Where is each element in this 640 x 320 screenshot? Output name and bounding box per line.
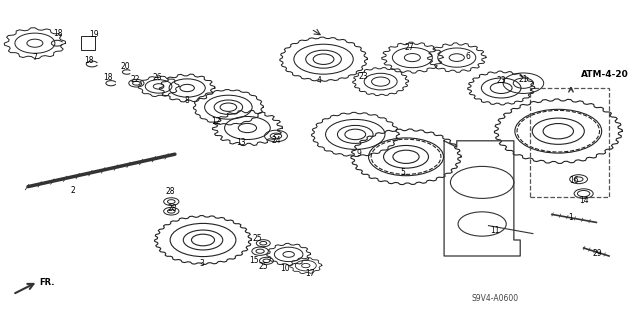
Text: 7: 7 bbox=[33, 53, 37, 62]
Text: 28: 28 bbox=[168, 204, 177, 213]
Text: 20: 20 bbox=[121, 62, 131, 71]
Text: 10: 10 bbox=[281, 264, 291, 273]
Text: 5: 5 bbox=[401, 168, 405, 177]
Text: 14: 14 bbox=[579, 196, 588, 204]
Text: 8: 8 bbox=[185, 96, 189, 105]
Text: 4: 4 bbox=[317, 76, 321, 84]
Text: 18: 18 bbox=[103, 73, 113, 82]
Text: 25: 25 bbox=[259, 262, 268, 271]
Text: 27: 27 bbox=[404, 43, 414, 52]
Text: 21: 21 bbox=[518, 75, 528, 84]
Text: 11: 11 bbox=[490, 226, 500, 235]
Text: S9V4-A0600: S9V4-A0600 bbox=[471, 294, 518, 303]
Text: 29: 29 bbox=[593, 249, 602, 258]
Text: 24: 24 bbox=[272, 136, 282, 145]
Text: 28: 28 bbox=[165, 188, 175, 196]
Text: 23: 23 bbox=[497, 76, 506, 84]
Text: 19: 19 bbox=[89, 30, 99, 39]
Text: 15: 15 bbox=[249, 256, 259, 265]
Text: 16: 16 bbox=[570, 176, 579, 185]
Text: 9: 9 bbox=[356, 149, 361, 158]
Text: 2: 2 bbox=[70, 186, 76, 195]
Text: 18: 18 bbox=[54, 29, 63, 38]
Text: 22: 22 bbox=[131, 75, 140, 84]
Text: 1: 1 bbox=[568, 213, 573, 222]
Text: ATM-4-20: ATM-4-20 bbox=[580, 70, 628, 79]
Bar bbox=[81, 36, 95, 51]
Text: 13: 13 bbox=[236, 138, 246, 147]
Text: 25: 25 bbox=[253, 234, 262, 243]
Text: 26: 26 bbox=[152, 73, 162, 82]
Text: 12: 12 bbox=[211, 117, 220, 126]
Text: 23: 23 bbox=[358, 72, 368, 81]
Text: 18: 18 bbox=[84, 56, 93, 65]
Text: 6: 6 bbox=[466, 52, 470, 60]
Text: 3: 3 bbox=[199, 260, 204, 268]
Text: 17: 17 bbox=[305, 269, 314, 278]
Text: FR.: FR. bbox=[39, 278, 55, 287]
